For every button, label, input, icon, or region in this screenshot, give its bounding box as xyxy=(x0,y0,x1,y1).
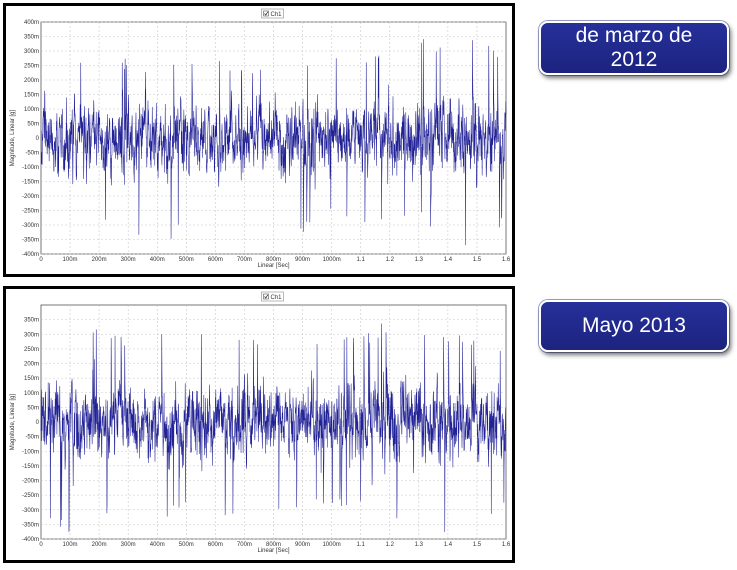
chart-2-xtick-label: 400m xyxy=(150,542,165,548)
chart-2-legend: Ch1 xyxy=(261,291,284,302)
chart-1-xtick-label: 1.1 xyxy=(357,257,366,263)
chart-2-xtick-label: 500m xyxy=(179,542,194,548)
label-may-2013: Mayo 2013 xyxy=(539,300,729,352)
chart-2-xtick-label: 0 xyxy=(39,542,43,548)
chart-1-xtick-label: 200m xyxy=(92,257,107,263)
chart-2-xtick-label: 1.6 xyxy=(502,542,511,548)
chart-1-x-axis-title: Linear [Sec] xyxy=(257,263,289,269)
chart-1-ytick-label: -400m xyxy=(22,252,39,258)
chart-1-xtick-label: 1.4 xyxy=(444,257,453,263)
chart-1-ytick-label: -150m xyxy=(22,180,39,186)
label-march-2012: de marzo de 2012 xyxy=(539,21,729,75)
vibration-chart-1: 400m 350m 300m 250m 200m 150m 100m 50m 0 -50m -100… xyxy=(10,8,511,269)
chart-2-ytick-label: -350m xyxy=(22,522,39,528)
chart-1-xtick-label: 600m xyxy=(208,257,223,263)
chart-2-ytick-label: -50m xyxy=(25,435,39,441)
chart-2-ytick-label: 150m xyxy=(24,376,39,382)
chart-1-y-axis-title: Magnitude, Linear [g] xyxy=(10,109,16,166)
chart-1-legend: Ch1 xyxy=(261,8,284,19)
label-march-2012-text: de marzo de 2012 xyxy=(575,24,693,71)
chart-2-ytick-label: 300m xyxy=(24,332,39,338)
chart-2-xtick-label: 1.3 xyxy=(415,542,424,548)
chart-2-xtick-label: 100m xyxy=(63,542,78,548)
chart-2-legend-checkbox xyxy=(263,293,269,300)
chart-1-ytick-label: 50m xyxy=(27,122,39,128)
chart-2-x-axis-title: Linear [Sec] xyxy=(257,548,289,554)
chart-2-ytick-label: -200m xyxy=(22,479,39,485)
chart-1-xtick-label: 100m xyxy=(63,257,78,263)
chart-2-ytick-label: -400m xyxy=(22,537,39,543)
chart-2-xtick-label: 800m xyxy=(266,542,281,548)
chart-2-xtick-label: 1000m xyxy=(322,542,340,548)
chart-2-ytick-label: 50m xyxy=(27,405,39,411)
chart-1-ytick-label: 150m xyxy=(24,93,39,99)
chart-1-xtick-label: 300m xyxy=(121,257,136,263)
chart-1-ytick-label: 350m xyxy=(24,35,39,41)
chart-2-series-ch1 xyxy=(40,323,507,533)
chart-2-xtick-label: 200m xyxy=(92,542,107,548)
chart-2-xtick-label: 300m xyxy=(121,542,136,548)
chart-1-legend-label: Ch1 xyxy=(271,12,283,18)
chart-2-xtick-label: 700m xyxy=(237,542,252,548)
chart-panel-may-2013: 350m 300m 250m 200m 150m 100m 50m 0 -50m -100m -15… xyxy=(3,286,515,563)
chart-1-xtick-label: 1.3 xyxy=(415,257,424,263)
chart-1-legend-check-icon xyxy=(264,11,269,16)
chart-2-ytick-label: 100m xyxy=(24,391,39,397)
chart-2-ytick-label: -100m xyxy=(22,449,39,455)
chart-1-legend-box xyxy=(261,8,284,19)
chart-2-legend-check-icon xyxy=(264,294,269,299)
chart-1-ytick-label: 250m xyxy=(24,64,39,70)
chart-1-xtick-label: 700m xyxy=(237,257,252,263)
vibration-chart-2: 350m 300m 250m 200m 150m 100m 50m 0 -50m -100m -15… xyxy=(10,291,511,554)
chart-1-xtick-label: 1.6 xyxy=(502,257,511,263)
label-may-2013-text: Mayo 2013 xyxy=(582,314,686,337)
chart-1-ytick-label: -200m xyxy=(22,194,39,200)
chart-1-ytick-label: -50m xyxy=(25,151,39,157)
chart-2-ytick-label: -250m xyxy=(22,493,39,499)
chart-1-ytick-label: 0 xyxy=(36,136,40,142)
chart-1-xtick-label: 400m xyxy=(150,257,165,263)
chart-1-ytick-label: 300m xyxy=(24,49,39,55)
chart-2-legend-label: Ch1 xyxy=(271,295,283,301)
chart-2-ytick-label: -300m xyxy=(22,508,39,514)
chart-1-xtick-label: 900m xyxy=(295,257,310,263)
chart-1-xtick-label: 1.2 xyxy=(386,257,395,263)
chart-1-xtick-label: 800m xyxy=(266,257,281,263)
chart-2-xtick-label: 1.4 xyxy=(444,542,453,548)
chart-1-ytick-label: -350m xyxy=(22,238,39,244)
chart-1-xtick-label: 1.5 xyxy=(473,257,482,263)
chart-2-ytick-label: 250m xyxy=(24,347,39,353)
chart-2-ytick-label: 0 xyxy=(36,420,40,426)
chart-2-xtick-label: 1.1 xyxy=(357,542,366,548)
chart-2-xtick-label: 1.2 xyxy=(386,542,395,548)
chart-2-ytick-label: -150m xyxy=(22,464,39,470)
chart-panel-march-2012: 400m 350m 300m 250m 200m 150m 100m 50m 0 -50m -100… xyxy=(3,3,515,277)
chart-1-ytick-label: 400m xyxy=(24,20,39,26)
chart-2-xtick-label: 600m xyxy=(208,542,223,548)
chart-2-legend-box xyxy=(261,291,284,302)
chart-2-ytick-label: 350m xyxy=(24,318,39,324)
chart-2-y-axis-title: Magnitude, Linear [g] xyxy=(10,393,16,450)
chart-1-xtick-label: 0 xyxy=(39,257,43,263)
chart-1-ytick-label: -250m xyxy=(22,209,39,215)
chart-1-ytick-label: -100m xyxy=(22,165,39,171)
chart-1-ytick-label: 100m xyxy=(24,107,39,113)
chart-1-ytick-label: 200m xyxy=(24,78,39,84)
chart-1-xtick-label: 500m xyxy=(179,257,194,263)
chart-1-series-ch1 xyxy=(40,39,507,246)
chart-1-legend-checkbox xyxy=(263,10,269,17)
chart-2-xtick-label: 900m xyxy=(295,542,310,548)
chart-2-xtick-label: 1.5 xyxy=(473,542,482,548)
chart-2-ytick-label: 200m xyxy=(24,362,39,368)
chart-1-ytick-label: -300m xyxy=(22,223,39,229)
chart-1-xtick-label: 1000m xyxy=(322,257,340,263)
